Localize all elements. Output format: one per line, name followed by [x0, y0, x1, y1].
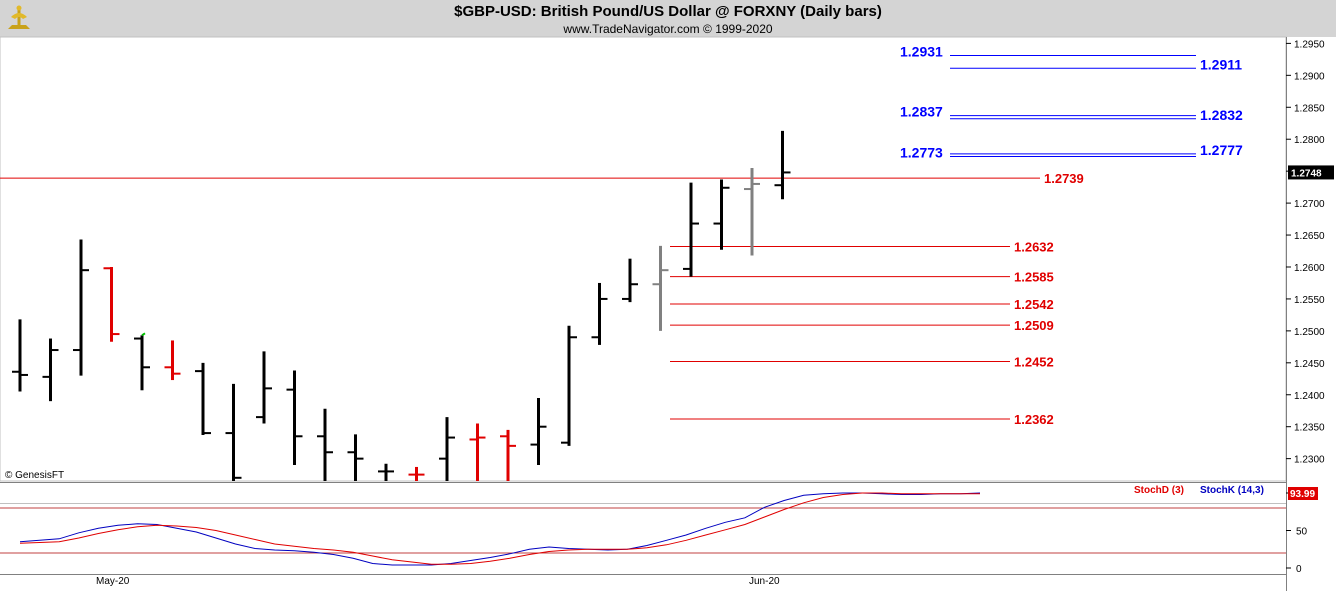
price-tick-label: 1.2900 — [1294, 71, 1325, 82]
stoch-series-line — [19, 492, 980, 565]
level-label: 1.2837 — [900, 104, 943, 120]
price-tick-label: 1.2800 — [1294, 135, 1325, 146]
level-label: 1.2931 — [900, 44, 943, 60]
last-price-box — [1288, 165, 1334, 180]
level-label: 1.2362 — [1014, 412, 1054, 427]
price-tick-label: 1.2650 — [1294, 231, 1325, 242]
price-tick-label: 1.2300 — [1294, 455, 1325, 466]
last-price-label: 1.2748 — [1291, 168, 1322, 179]
price-panel-frame — [0, 36, 1287, 482]
chart-title: $GBP-USD: British Pound/US Dollar @ FORX… — [454, 3, 882, 20]
stoch-last-value-label: 93.99 — [1290, 489, 1315, 500]
stoch-legend-k: StochK (14,3) — [1200, 485, 1264, 496]
price-tick-label: 1.2950 — [1294, 39, 1325, 50]
chart-header — [0, 0, 1336, 37]
copyright-label: © GenesisFT — [5, 470, 64, 481]
chart-subtitle: www.TradeNavigator.com © 1999-2020 — [563, 22, 773, 36]
stoch-tick-label: 0 — [1296, 564, 1302, 575]
price-tick-label: 1.2450 — [1294, 359, 1325, 370]
stoch-series-line — [19, 492, 981, 566]
level-label: 1.2585 — [1014, 270, 1054, 285]
stoch-legend-d: StochD (3) — [1134, 485, 1184, 496]
logo-icon — [8, 5, 30, 29]
level-label: 1.2632 — [1014, 240, 1054, 255]
level-label: 1.2777 — [1200, 142, 1243, 158]
level-label: 1.2509 — [1014, 318, 1054, 333]
price-tick-label: 1.2500 — [1294, 327, 1325, 338]
price-tick-label: 1.2550 — [1294, 295, 1325, 306]
stoch-last-value-box — [1288, 487, 1318, 500]
price-tick-label: 1.2850 — [1294, 103, 1325, 114]
price-tick-label: 1.2600 — [1294, 263, 1325, 274]
x-axis-label: Jun-20 — [749, 576, 780, 587]
price-tick-label: 1.2350 — [1294, 423, 1325, 434]
x-axis-label: May-20 — [96, 576, 130, 587]
ohlc-high-marker — [141, 332, 146, 337]
level-label: 1.2739 — [1044, 171, 1084, 186]
price-tick-label: 1.2400 — [1294, 391, 1325, 402]
level-label: 1.2542 — [1014, 297, 1054, 312]
level-label: 1.2832 — [1200, 107, 1243, 123]
level-label: 1.2911 — [1200, 56, 1242, 72]
level-label: 1.2773 — [900, 144, 943, 160]
stoch-tick-label: 50 — [1296, 527, 1308, 538]
price-tick-label: 1.2700 — [1294, 199, 1325, 210]
level-label: 1.2452 — [1014, 355, 1054, 370]
